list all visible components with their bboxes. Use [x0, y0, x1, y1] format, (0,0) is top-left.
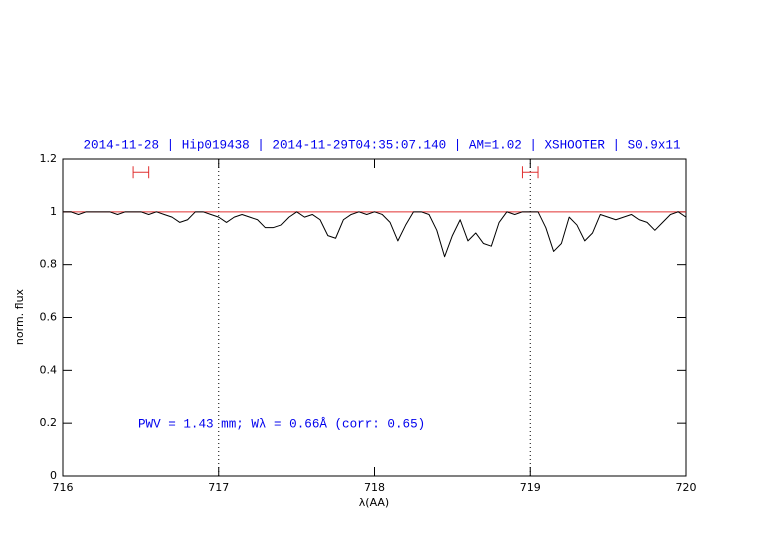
annotation: PWV = 1.43 mm; Wλ = 0.66Å (corr: 0.65) — [138, 417, 425, 431]
y-axis-label: norm. flux — [13, 288, 26, 345]
chart-title: 2014-11-28 | Hip019438 | 2014-11-29T04:3… — [83, 138, 680, 152]
x-tick-label: 719 — [520, 481, 541, 494]
y-tick-label: 0.8 — [40, 258, 58, 271]
x-axis-label: λ(AA) — [359, 496, 389, 509]
y-tick-label: 0 — [50, 469, 57, 482]
y-tick-label: 1.2 — [40, 152, 58, 165]
x-tick-label: 718 — [364, 481, 385, 494]
x-tick-label: 717 — [208, 481, 229, 494]
spectrum-line — [63, 211, 687, 258]
x-tick-label: 716 — [53, 481, 74, 494]
range-marker — [521, 166, 539, 179]
x-tick-label: 720 — [676, 481, 697, 494]
y-tick-label: 1 — [50, 205, 57, 218]
y-tick-label: 0.6 — [40, 311, 58, 324]
range-marker — [132, 166, 150, 179]
y-tick-label: 0.4 — [40, 363, 58, 376]
y-tick-label: 0.2 — [40, 416, 58, 429]
